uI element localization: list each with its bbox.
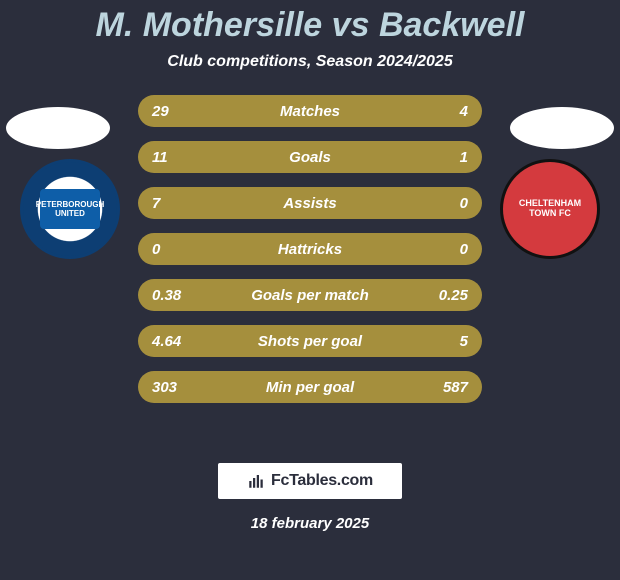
stat-row: 11 Goals 1 bbox=[138, 141, 482, 173]
player1-club-label: PETERBOROUGH UNITED bbox=[40, 189, 100, 229]
stat-value-left: 29 bbox=[152, 95, 169, 127]
stat-label: Goals per match bbox=[251, 287, 369, 304]
subtitle: Club competitions, Season 2024/2025 bbox=[0, 53, 620, 71]
stat-value-left: 0.38 bbox=[152, 279, 181, 311]
player1-silhouette bbox=[6, 107, 110, 149]
stat-row: 0 Hattricks 0 bbox=[138, 233, 482, 265]
title-vs: vs bbox=[332, 6, 370, 44]
stat-row: 0.38 Goals per match 0.25 bbox=[138, 279, 482, 311]
footer-date: 18 february 2025 bbox=[0, 515, 620, 532]
stat-value-left: 303 bbox=[152, 371, 177, 403]
stat-value-right: 1 bbox=[460, 141, 468, 173]
stat-row: 303 Min per goal 587 bbox=[138, 371, 482, 403]
stat-value-right: 0.25 bbox=[439, 279, 468, 311]
stat-value-left: 4.64 bbox=[152, 325, 181, 357]
bar-chart-icon bbox=[247, 472, 265, 490]
stat-label: Assists bbox=[283, 195, 336, 212]
player2-club-crest: CHELTENHAM TOWN FC bbox=[500, 159, 600, 259]
stat-label: Hattricks bbox=[278, 241, 342, 258]
player2-club-label: CHELTENHAM TOWN FC bbox=[515, 199, 585, 219]
stat-row: 29 Matches 4 bbox=[138, 95, 482, 127]
title-player2: Backwell bbox=[379, 6, 525, 44]
player1-club-crest: PETERBOROUGH UNITED bbox=[20, 159, 120, 259]
stat-label: Goals bbox=[289, 149, 331, 166]
stat-value-left: 11 bbox=[152, 141, 168, 173]
stat-label: Matches bbox=[280, 103, 340, 120]
stat-value-left: 0 bbox=[152, 233, 160, 265]
stat-bars: 29 Matches 4 11 Goals 1 7 Assists 0 0 Hattricks 0 0.… bbox=[138, 95, 482, 417]
brand-badge: FcTables.com bbox=[218, 463, 402, 499]
stat-row: 7 Assists 0 bbox=[138, 187, 482, 219]
stat-value-right: 0 bbox=[460, 233, 468, 265]
stat-row: 4.64 Shots per goal 5 bbox=[138, 325, 482, 357]
player2-silhouette bbox=[510, 107, 614, 149]
stat-label: Min per goal bbox=[266, 379, 354, 396]
stat-label: Shots per goal bbox=[258, 333, 362, 350]
title-player1: M. Mothersille bbox=[96, 6, 323, 44]
brand-text: FcTables.com bbox=[271, 472, 373, 490]
stat-value-right: 0 bbox=[460, 187, 468, 219]
comparison-arena: PETERBOROUGH UNITED CHELTENHAM TOWN FC 2… bbox=[0, 95, 620, 435]
stat-value-right: 587 bbox=[443, 371, 468, 403]
stat-value-right: 5 bbox=[460, 325, 468, 357]
page-title: M. Mothersille vs Backwell bbox=[0, 0, 620, 45]
stat-value-left: 7 bbox=[152, 187, 160, 219]
stat-value-right: 4 bbox=[460, 95, 468, 127]
